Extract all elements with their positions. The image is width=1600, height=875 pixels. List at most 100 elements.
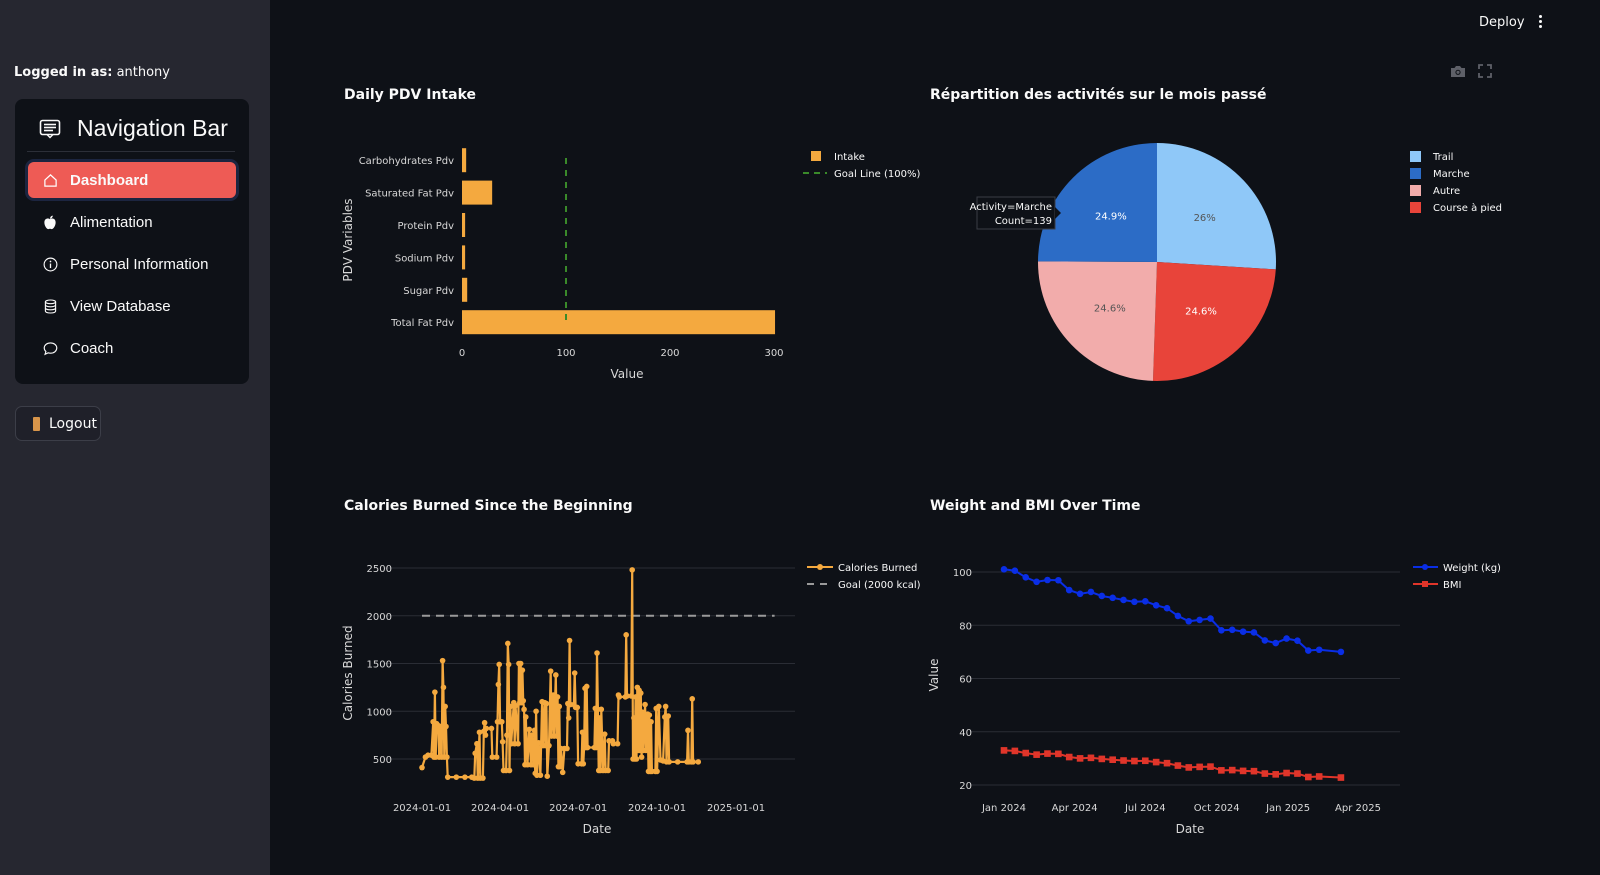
pie-slice-marche [1038, 143, 1157, 262]
weight-data-point [1131, 598, 1138, 606]
cal-data-point [523, 714, 529, 720]
weight-data-point [1315, 646, 1323, 654]
kebab-menu-icon[interactable] [1532, 13, 1548, 33]
weight-data-point [1098, 592, 1106, 600]
cal-data-point [643, 747, 649, 754]
legend-intake-label: Intake [834, 152, 865, 163]
pdv-category-label: Protein Pdv [397, 221, 454, 232]
bmi-data-point [1196, 763, 1203, 771]
weight-data-point [1000, 566, 1008, 573]
cal-data-point [642, 701, 648, 708]
cal-data-point [472, 750, 478, 757]
bmi-series-line [1003, 749, 1341, 779]
legend-calories-label: Calories Burned [838, 563, 917, 574]
cal-data-point [637, 690, 644, 696]
nav-divider [27, 151, 235, 152]
pie-slice-label: 26% [1194, 213, 1216, 224]
weight-series-line [1003, 568, 1342, 653]
weight-data-point [1152, 601, 1160, 609]
weight-data-point [1196, 616, 1203, 624]
cal-data-point [419, 764, 425, 771]
weight-data-point [1055, 576, 1062, 584]
legend-goal-label: Goal (2000 kcal) [838, 580, 921, 591]
cal-data-point [507, 703, 514, 710]
cal-data-point [546, 742, 552, 749]
nav-item-dashboard[interactable]: Dashboard [28, 162, 236, 198]
cal-data-point [453, 774, 460, 780]
nav-item-label: Personal Information [70, 255, 209, 273]
cal-data-point [526, 726, 533, 733]
bmi-data-point [1033, 751, 1040, 758]
cal-data-point [533, 708, 539, 715]
cal-data-point [685, 727, 691, 734]
cal-data-point [690, 759, 696, 765]
pdv-bar [462, 245, 466, 270]
cal-data-point [488, 725, 495, 732]
cal-data-point [529, 732, 535, 738]
weight-data-point [1185, 617, 1193, 625]
cal-data-point [444, 754, 450, 760]
cal-data-point [515, 740, 521, 747]
logout-label: Logout [49, 415, 97, 432]
weight-data-point [1261, 637, 1269, 644]
fullscreen-icon[interactable] [1478, 64, 1492, 78]
nav-header: Navigation Bar [39, 115, 228, 142]
logout-button[interactable]: Logout [15, 406, 101, 441]
nav-item-coach[interactable]: Coach [28, 330, 236, 366]
weight-data-point [1163, 604, 1171, 612]
cal-x-tick: 2024-10-01 [628, 803, 686, 814]
bmi-data-point [1152, 758, 1160, 766]
cal-data-point [631, 715, 637, 721]
pdv-x-tick: 100 [556, 348, 575, 359]
wt-x-tick: Jan 2025 [1265, 803, 1310, 814]
pie-hover-tooltip: Activity=Marche Count=139 [970, 196, 1061, 230]
legend-swatch [1410, 185, 1421, 196]
pdv-bar [462, 180, 493, 205]
weight-data-point [1272, 639, 1280, 647]
cal-data-point [440, 684, 447, 691]
weight-data-point [1294, 637, 1301, 644]
cal-data-point [583, 683, 590, 690]
cal-data-point [504, 732, 510, 738]
nav-item-view-database[interactable]: View Database [28, 288, 236, 324]
wt-y-tick: 60 [959, 675, 972, 686]
nav-item-alimentation[interactable]: Alimentation [28, 204, 236, 240]
legend-swatch [1410, 168, 1421, 179]
pdv-category-label: Carbohydrates Pdv [359, 156, 454, 167]
pdv-chart-title: Daily PDV Intake [344, 87, 477, 103]
tooltip-line: Count=139 [995, 216, 1052, 227]
nav-item-personal-information[interactable]: Personal Information [28, 246, 236, 282]
house-icon [42, 172, 58, 188]
cal-data-point [476, 729, 483, 736]
bmi-data-point [1098, 755, 1106, 763]
cal-data-point [695, 759, 702, 765]
tooltip-arrow [1055, 207, 1061, 219]
cal-data-point [512, 702, 519, 709]
cal-data-point [565, 715, 572, 721]
cal-data-point [535, 739, 542, 746]
legend-label: Course à pied [1433, 202, 1502, 214]
bmi-data-point [1272, 771, 1280, 778]
legend-swatch [1410, 202, 1421, 213]
cal-data-point [442, 703, 448, 710]
cal-y-axis-label: Calories Burned [341, 625, 355, 720]
weight-data-point [1337, 648, 1345, 656]
camera-icon[interactable] [1450, 64, 1466, 78]
cal-data-point [566, 637, 573, 644]
wt-x-tick: Oct 2024 [1194, 803, 1240, 814]
bmi-data-point [1207, 763, 1214, 770]
pie-slice-label: 24.6% [1185, 306, 1217, 317]
wt-x-tick: Apr 2025 [1335, 803, 1381, 814]
pdv-y-axis-label: PDV Variables [341, 198, 355, 281]
cal-data-point [553, 672, 559, 678]
cal-data-point [638, 754, 645, 760]
bmi-data-point [1055, 750, 1062, 758]
cal-data-point [610, 740, 617, 747]
cal-data-point [639, 709, 646, 716]
legend-label: Marche [1433, 169, 1470, 180]
cal-y-tick: 500 [373, 755, 392, 766]
bmi-data-point [1022, 749, 1030, 757]
deploy-button[interactable]: Deploy [1479, 15, 1525, 30]
bmi-data-point [1131, 757, 1138, 765]
legend-intake-swatch [811, 151, 821, 161]
